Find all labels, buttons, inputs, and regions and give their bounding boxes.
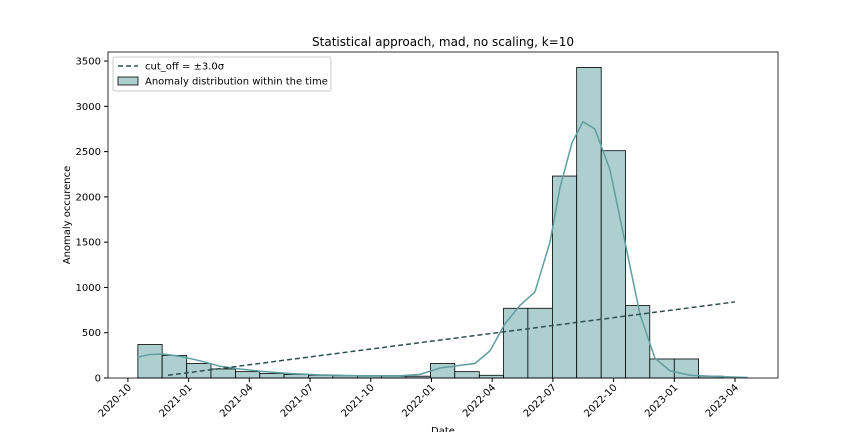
- bar: [137, 344, 163, 379]
- bar: [625, 305, 651, 379]
- y-tick-label: 500: [82, 328, 101, 339]
- bar: [430, 363, 456, 379]
- bar: [649, 358, 675, 379]
- y-tick-label: 3000: [76, 102, 101, 113]
- bar: [210, 368, 236, 379]
- legend-swatch: [117, 76, 139, 86]
- bar: [283, 373, 309, 379]
- bar: [259, 373, 285, 379]
- cutoff-line: [167, 301, 736, 377]
- x-axis-label: Date: [431, 426, 455, 432]
- chart-title: Statistical approach, mad, no scaling, k…: [312, 35, 574, 49]
- bar: [503, 307, 529, 379]
- legend-box: [112, 56, 332, 92]
- y-axis-label: Anomaly occurence: [62, 166, 73, 265]
- y-tick-label: 1500: [76, 238, 101, 249]
- y-tick-label: 0: [95, 374, 101, 385]
- legend-label: cut_off = ±3.0σ: [145, 62, 225, 73]
- bar: [576, 66, 602, 379]
- bar: [235, 371, 261, 379]
- y-tick-label: 2500: [76, 147, 101, 158]
- plot-frame: [107, 51, 779, 379]
- y-tick-label: 1000: [76, 283, 101, 294]
- bar: [527, 307, 553, 379]
- bar: [186, 363, 212, 379]
- legend-label: Anomaly distribution within the time: [145, 77, 328, 88]
- bar: [161, 354, 188, 379]
- y-tick-label: 3500: [76, 57, 101, 68]
- y-tick-label: 2000: [76, 192, 101, 203]
- bar: [478, 374, 504, 379]
- bar: [454, 371, 480, 379]
